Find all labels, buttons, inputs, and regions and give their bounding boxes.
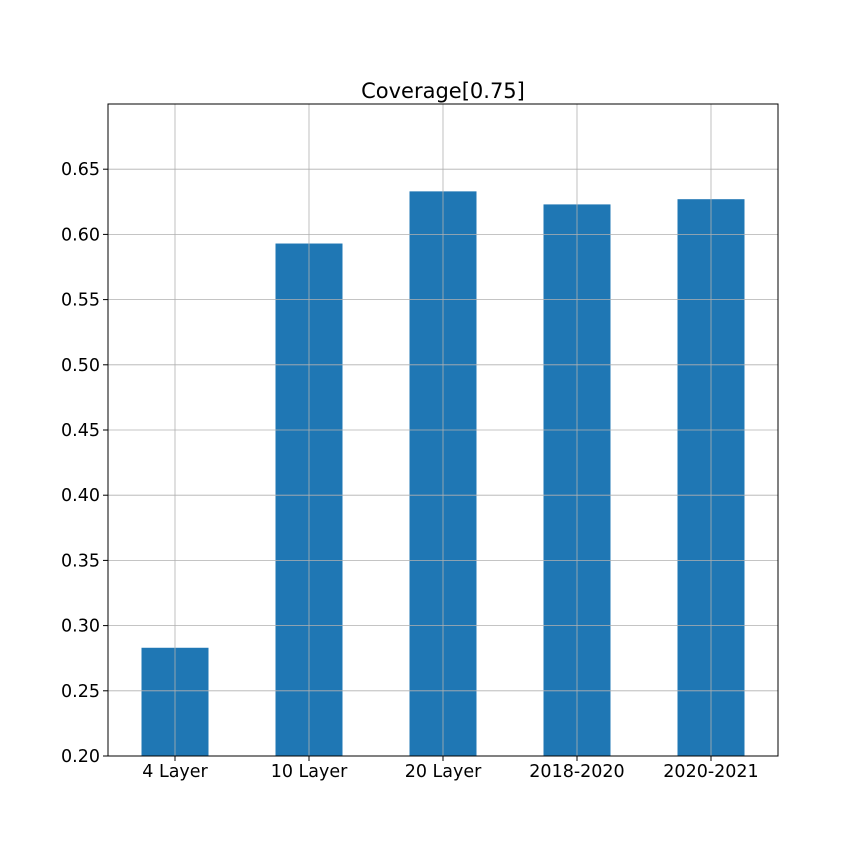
y-tick-label-0: 0.20 bbox=[61, 747, 100, 767]
x-axis-ticks: 4 Layer 10 Layer 20 Layer 2018-2020 2020-202… bbox=[142, 756, 759, 782]
grid-lines bbox=[108, 104, 778, 757]
y-tick-label-3: 0.35 bbox=[61, 551, 100, 571]
y-tick-label-2: 0.30 bbox=[61, 617, 100, 637]
x-tick-label-3: 2018-2020 bbox=[529, 762, 624, 782]
x-tick-label-1: 10 Layer bbox=[271, 762, 348, 782]
x-tick-label-2: 20 Layer bbox=[405, 762, 482, 782]
x-tick-label-4: 2020-2021 bbox=[663, 762, 758, 782]
y-tick-label-6: 0.50 bbox=[61, 356, 100, 376]
y-tick-label-1: 0.25 bbox=[61, 682, 100, 702]
y-tick-label-4: 0.40 bbox=[61, 486, 100, 506]
y-tick-label-5: 0.45 bbox=[61, 421, 100, 441]
y-tick-label-9: 0.65 bbox=[61, 160, 100, 180]
y-tick-label-8: 0.60 bbox=[61, 225, 100, 245]
chart-title: Coverage[0.75] bbox=[361, 79, 525, 103]
y-axis-ticks: 0.20 0.25 0.30 0.35 0.40 0.45 0.50 0.55 0.60 0.65 bbox=[61, 160, 108, 767]
y-tick-label-7: 0.55 bbox=[61, 291, 100, 311]
x-tick-label-0: 4 Layer bbox=[142, 762, 208, 782]
